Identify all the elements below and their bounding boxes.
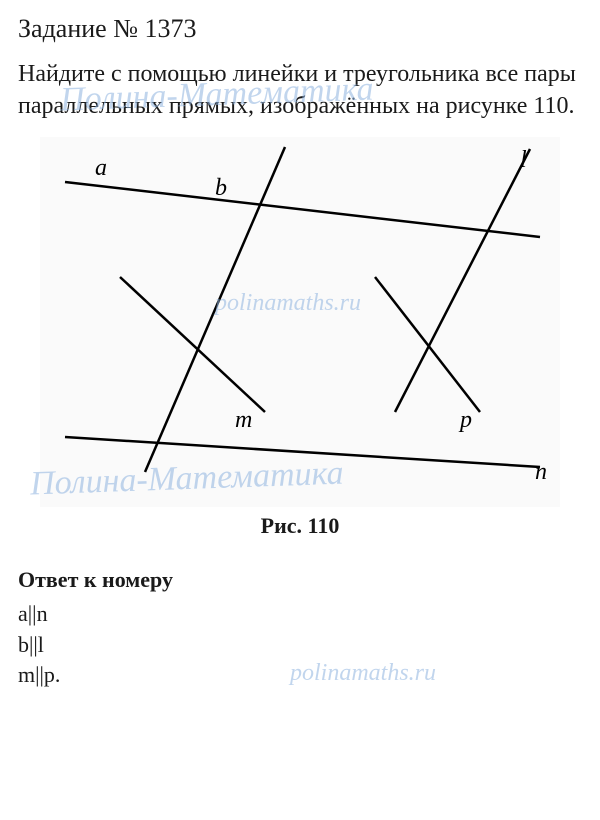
answer-line-1: a||n [18,599,582,630]
parallel-lines-diagram: a b l m p n [40,137,560,507]
figure-110: a b l m p n [40,137,560,507]
answer-line-2: b||l [18,630,582,661]
answer-heading: Ответ к номеру [18,567,582,593]
answer-line-3: m||p. [18,660,582,691]
label-a: a [95,155,107,181]
task-title: Задание № 1373 [18,14,582,44]
figure-caption: Рис. 110 [18,513,582,539]
task-description: Найдите с помощью линейки и треугольника… [18,58,582,123]
label-p: p [458,407,472,433]
label-m: m [235,407,252,433]
label-l: l [520,147,527,173]
label-b: b [215,175,227,201]
label-n: n [535,459,547,485]
